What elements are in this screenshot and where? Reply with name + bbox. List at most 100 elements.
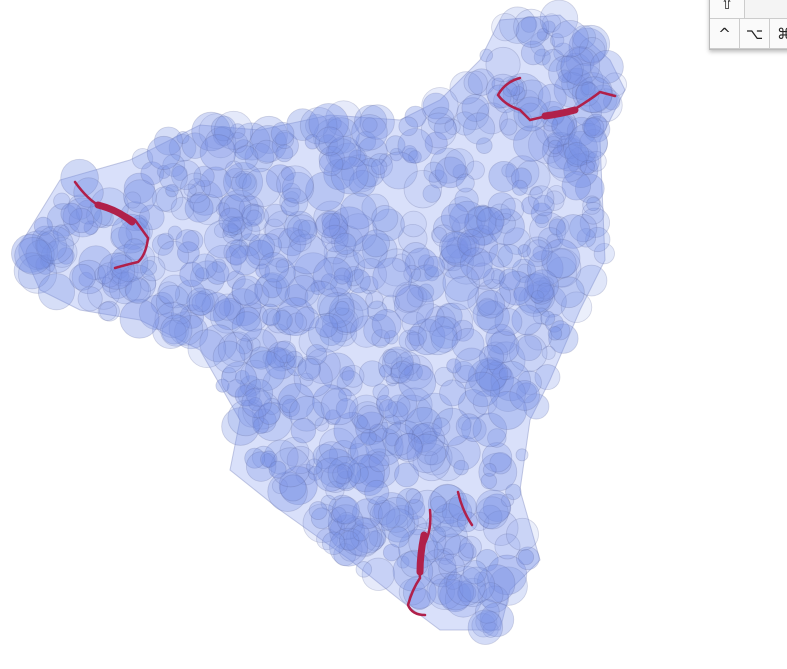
atom-sphere — [220, 361, 258, 398]
atom-sphere — [561, 67, 593, 100]
atom-sphere — [585, 226, 611, 253]
atom-sphere — [553, 42, 574, 63]
atom-sphere — [271, 132, 299, 160]
atom-sphere — [39, 254, 54, 268]
atom-sphere — [336, 370, 363, 397]
key-row: ^ ⌥ ⌘ — [710, 19, 787, 49]
atom-sphere — [140, 161, 165, 186]
atom-sphere — [522, 236, 553, 267]
atom-sphere — [563, 153, 599, 189]
atom-sphere — [452, 164, 469, 181]
atom-sphere — [190, 260, 226, 296]
atom-sphere — [325, 100, 362, 137]
atom-sphere — [363, 313, 396, 347]
atom-sphere — [512, 79, 551, 118]
atom-sphere — [363, 530, 384, 551]
atom-sphere — [458, 566, 496, 604]
atom-sphere — [407, 423, 438, 453]
atom-sphere — [231, 278, 259, 305]
atom-sphere — [279, 474, 307, 502]
atom-sphere — [510, 85, 526, 101]
atom-sphere — [488, 243, 513, 268]
atom-sphere — [138, 294, 174, 330]
atom-sphere — [350, 315, 383, 348]
atom-sphere — [172, 165, 188, 181]
atom-sphere — [299, 106, 338, 145]
atom-sphere — [478, 452, 518, 492]
atom-sphere — [323, 240, 348, 265]
atom-sphere — [511, 167, 532, 189]
atom-sphere — [439, 231, 472, 264]
atom-sphere — [315, 441, 348, 474]
atom-sphere — [396, 487, 424, 516]
modifier-key[interactable]: ⇧ — [710, 0, 745, 18]
atom-sphere — [338, 537, 363, 562]
atom-sphere — [362, 117, 378, 133]
atom-sphere — [574, 173, 605, 204]
atom-sphere — [422, 92, 450, 120]
atom-sphere — [355, 157, 385, 188]
atom-sphere — [566, 63, 604, 101]
atom-sphere — [432, 519, 468, 556]
atom-sphere — [424, 305, 456, 338]
atom-sphere — [434, 366, 454, 387]
atom-sphere — [110, 226, 133, 250]
atom-sphere — [75, 199, 101, 225]
atom-sphere — [368, 529, 387, 548]
atom-sphere — [560, 291, 593, 323]
modifier-key[interactable]: ^ — [710, 19, 740, 48]
atom-sphere — [225, 167, 248, 190]
atom-sphere — [339, 213, 378, 252]
atom-sphere — [447, 246, 486, 285]
atom-sphere — [52, 224, 70, 242]
modifier-key[interactable]: ⌘ — [770, 19, 787, 48]
atom-sphere — [141, 259, 158, 276]
atom-sphere — [532, 307, 550, 325]
atom-sphere — [379, 151, 418, 190]
atom-sphere — [391, 253, 411, 273]
atom-sphere — [441, 497, 473, 528]
atom-sphere — [430, 495, 448, 513]
atom-sphere — [384, 351, 403, 370]
ribbon — [73, 180, 150, 270]
atom-sphere — [366, 300, 388, 322]
atom-sphere — [101, 273, 121, 293]
atom-sphere — [191, 292, 212, 313]
atom-sphere — [377, 496, 414, 533]
atom-sphere — [474, 357, 509, 391]
atom-sphere — [279, 354, 295, 370]
atom-sphere — [87, 276, 121, 310]
atom-sphere — [294, 306, 320, 332]
atom-sphere — [359, 448, 400, 489]
atom-sphere — [258, 402, 281, 425]
atom-sphere — [213, 125, 234, 147]
atom-sphere — [408, 318, 446, 356]
atom-sphere — [328, 440, 359, 470]
atom-sphere — [318, 151, 344, 177]
atom-sphere — [281, 171, 315, 205]
atom-sphere — [261, 227, 302, 268]
atom-sphere — [381, 294, 400, 313]
atom-sphere — [306, 401, 331, 426]
atom-sphere — [315, 212, 341, 238]
atom-sphere — [274, 305, 304, 336]
atom-sphere — [556, 133, 583, 160]
atom-sphere — [238, 195, 264, 221]
atom-sphere — [71, 259, 107, 295]
atom-sphere — [461, 93, 490, 122]
atom-sphere — [511, 304, 543, 336]
atom-sphere — [170, 159, 202, 191]
atom-sphere — [448, 196, 476, 224]
modifier-key[interactable]: ⌥ — [740, 19, 770, 48]
atom-sphere — [446, 358, 462, 374]
atom-sphere — [140, 255, 166, 282]
atom-sphere — [46, 203, 81, 237]
atom-sphere — [240, 221, 261, 242]
atom-sphere — [279, 436, 310, 467]
atom-sphere — [158, 274, 193, 309]
atom-sphere — [329, 514, 366, 551]
atom-sphere — [527, 277, 555, 305]
atom-sphere — [513, 286, 529, 302]
atom-sphere — [583, 117, 605, 139]
atom-sphere — [320, 494, 337, 511]
